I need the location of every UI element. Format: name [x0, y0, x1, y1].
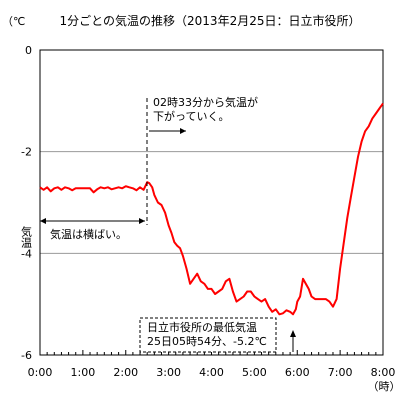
x-tick-label: 3:00	[156, 366, 181, 379]
drop-start-label-line1: 02時33分から気温が	[153, 95, 258, 109]
arrow-right-icon	[180, 128, 186, 134]
x-tick-label: 6:00	[285, 366, 310, 379]
x-unit-label: （時）	[368, 380, 400, 393]
y-tick-labels: 0 -2 -4 -6	[21, 44, 32, 362]
arrow-up-icon	[290, 330, 296, 337]
flat-period-label: 気温は横ばい。	[50, 227, 127, 241]
temperature-line	[39, 102, 384, 316]
y-tick-label: -6	[21, 349, 32, 362]
flat-period-label-bg	[46, 226, 128, 242]
arrow-right-icon	[139, 218, 145, 224]
min-temp-label-line2: 25日05時54分、-5.2℃	[147, 335, 267, 348]
x-tick-label: 5:00	[242, 366, 267, 379]
x-tick-label: 8:00	[371, 366, 396, 379]
grid-lines	[40, 151, 383, 254]
arrow-left-icon	[40, 218, 46, 224]
x-tick-labels: 0:00 1:00 2:00 3:00 4:00 5:00 6:00 7:00 8:00	[28, 366, 396, 379]
x-tick-label: 0:00	[28, 366, 53, 379]
min-temp-label-box	[139, 317, 277, 353]
min-temp-label-line1: 日立市役所の最低気温	[147, 320, 257, 334]
y-tick-label: 0	[25, 44, 32, 57]
y-unit-label: （℃	[2, 15, 25, 28]
x-tick-label: 4:00	[199, 366, 224, 379]
y-tick-label: -2	[21, 146, 32, 159]
y-axis-label: 気温	[20, 225, 33, 248]
chart-title: 1分ごとの気温の推移（2013年2月25日：日立市役所）	[60, 13, 361, 28]
drop-start-label-line2: 下がっていく。	[153, 109, 229, 123]
axis-ticks	[39, 350, 384, 355]
x-tick-label: 2:00	[113, 366, 138, 379]
y-tick-label: -4	[21, 247, 32, 260]
x-tick-label: 7:00	[328, 366, 353, 379]
x-tick-label: 1:00	[71, 366, 96, 379]
